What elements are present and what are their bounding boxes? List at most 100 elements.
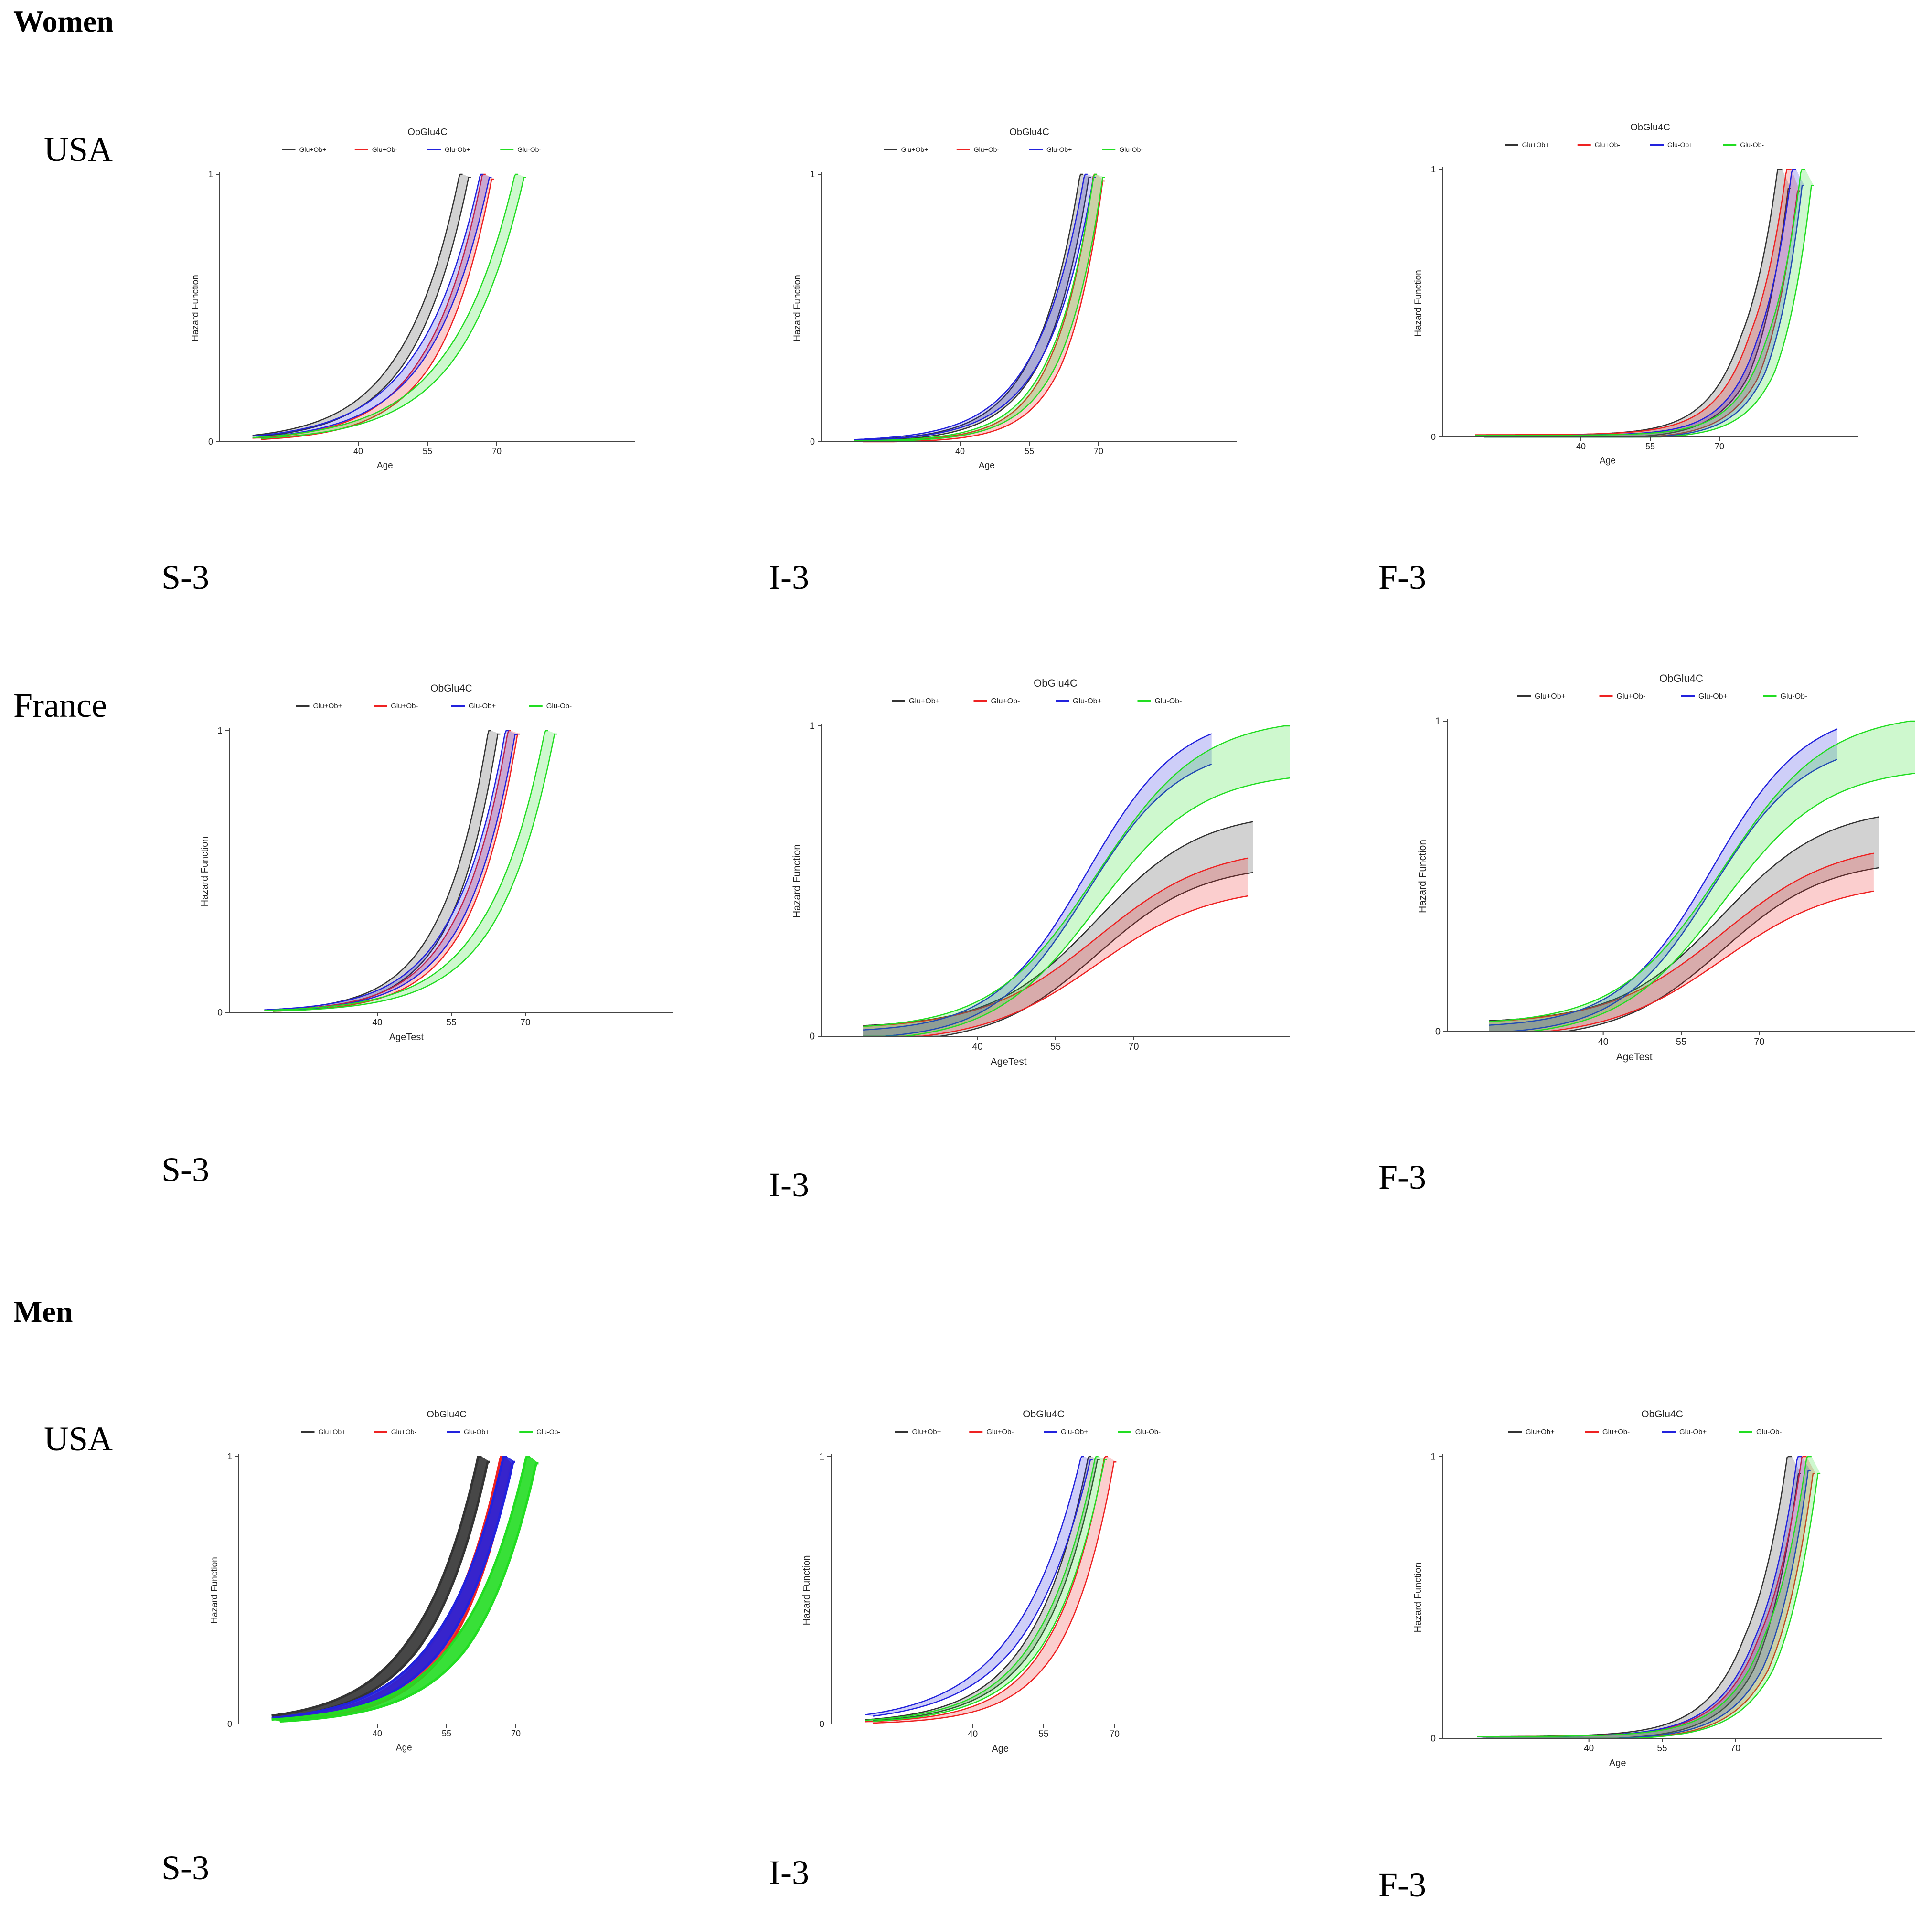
legend-label: Glu+Ob- <box>391 1428 417 1436</box>
chart-legend: Glu+Ob+ Glu+Ob- Glu-Ob+ Glu-Ob- <box>884 146 1143 153</box>
legend-label: Glu+Ob+ <box>901 146 929 153</box>
series-line <box>1489 728 1838 1026</box>
x-tick-label: 55 <box>1657 1744 1667 1754</box>
legend-label: Glu-Ob- <box>1155 697 1182 705</box>
chart-legend: Glu+Ob+ Glu+Ob- Glu-Ob+ Glu-Ob- <box>1505 141 1764 149</box>
legend-label: Glu+Ob+ <box>299 146 327 153</box>
legend-label: Glu-Ob- <box>1135 1428 1161 1436</box>
chart-men-usa-s3: ObGlu4C Glu+Ob+ Glu+Ob- Glu-Ob+ Glu-Ob- 40 55 7… <box>210 1409 654 1753</box>
y-tick-label: 0 <box>227 1719 232 1729</box>
series-band <box>863 734 1212 1036</box>
chart-legend: Glu+Ob+ Glu+Ob- Glu-Ob+ Glu-Ob- <box>296 702 572 710</box>
plot-area <box>264 730 557 1012</box>
series-line <box>271 1456 530 1721</box>
panel-label: S-3 <box>161 1150 210 1189</box>
chart-men-usa-i3: ObGlu4C Glu+Ob+ Glu+Ob- Glu-Ob+ Glu-Ob- 40 55 7… <box>801 1409 1256 1754</box>
series-line <box>854 173 1083 441</box>
series-line <box>1489 759 1838 1032</box>
chart-france-f3: ObGlu4C Glu+Ob+ Glu+Ob- Glu-Ob+ Glu-Ob- 40 55 7… <box>1417 672 1915 1063</box>
chart-france-s3: ObGlu4C Glu+Ob+ Glu+Ob- Glu-Ob+ Glu-Ob- 40 55 7… <box>200 683 673 1043</box>
chart-legend: Glu+Ob+ Glu+Ob- Glu-Ob+ Glu-Ob- <box>1517 692 1807 701</box>
x-tick-label: 70 <box>1754 1037 1764 1047</box>
legend-label: Glu-Ob- <box>1740 141 1764 149</box>
series-band <box>252 174 492 437</box>
series-band <box>863 858 1248 1036</box>
chart-women-usa-s3: ObGlu4C Glu+Ob+ Glu+Ob- Glu-Ob+ Glu-Ob- 40 55 7… <box>191 127 635 471</box>
series-line <box>1475 169 1805 436</box>
series-line <box>863 733 1212 1031</box>
series-line <box>863 177 1105 442</box>
chart-women-usa-f3: ObGlu4C Glu+Ob+ Glu+Ob- Glu-Ob+ Glu-Ob- 40 55 7… <box>1413 122 1858 466</box>
series-band <box>863 821 1253 1036</box>
legend-label: Glu+Ob- <box>986 1428 1014 1436</box>
series-band <box>1489 853 1874 1032</box>
y-tick-label: 0 <box>208 437 213 447</box>
x-tick-label: 70 <box>511 1729 521 1738</box>
legend-label: Glu-Ob- <box>1119 146 1143 153</box>
section-title-men: Men <box>13 1295 73 1329</box>
chart-title: ObGlu4C <box>1641 1409 1683 1420</box>
series-band <box>1489 817 1879 1032</box>
series-line <box>279 1462 539 1723</box>
legend-label: Glu-Ob+ <box>469 702 496 710</box>
panel-label: S-3 <box>161 1849 210 1887</box>
legend-label: Glu+Ob+ <box>313 702 342 710</box>
chart-title: ObGlu4C <box>407 127 447 138</box>
y-tick-label: 0 <box>217 1008 223 1018</box>
chart-women-usa-i3: ObGlu4C Glu+Ob+ Glu+Ob- Glu-Ob+ Glu-Ob- 40 55 7… <box>792 127 1237 471</box>
series-line <box>873 1459 1093 1717</box>
y-tick-label: 0 <box>1430 1734 1436 1744</box>
x-tick-label: 70 <box>520 1018 530 1028</box>
series-band <box>271 1457 490 1718</box>
y-tick-label: 0 <box>1431 432 1436 442</box>
legend-label: Glu+Ob- <box>1595 141 1621 149</box>
panel-label: F-3 <box>1378 1866 1427 1904</box>
panel-label: I-3 <box>769 1853 809 1892</box>
chart-legend: Glu+Ob+ Glu+Ob- Glu-Ob+ Glu-Ob- <box>892 697 1182 705</box>
legend-label: Glu-Ob+ <box>1073 697 1102 705</box>
x-axis-label: Age <box>1609 1758 1626 1768</box>
series-line <box>863 764 1212 1037</box>
series-line <box>252 173 463 436</box>
series-line <box>273 733 557 1012</box>
chart-legend: Glu+Ob+ Glu+Ob- Glu-Ob+ Glu-Ob- <box>1508 1428 1782 1436</box>
x-tick-label: 70 <box>1715 442 1724 451</box>
legend-label: Glu+Ob+ <box>1535 692 1566 701</box>
country-label-usa-women: USA <box>44 130 113 169</box>
x-tick-label: 40 <box>1584 1744 1594 1754</box>
y-axis-label: Hazard Function <box>200 837 210 907</box>
series-line <box>264 730 548 1011</box>
legend-label: Glu-Ob+ <box>1679 1428 1707 1436</box>
series-band <box>252 174 471 436</box>
plot-area <box>863 725 1290 1037</box>
legend-label: Glu+Ob+ <box>1522 141 1549 149</box>
y-axis-label: Hazard Function <box>210 1557 220 1623</box>
series-band <box>863 726 1290 1036</box>
x-axis-label: Age <box>1600 456 1616 466</box>
plot-area <box>271 1456 539 1723</box>
x-axis-label: Age <box>992 1744 1009 1754</box>
legend-label: Glu+Ob- <box>991 697 1020 705</box>
section-title-women: Women <box>13 4 114 38</box>
series-line <box>863 777 1290 1037</box>
legend-label: Glu+Ob- <box>974 146 1000 153</box>
legend-label: Glu-Ob+ <box>464 1428 489 1436</box>
x-tick-label: 55 <box>1050 1042 1061 1052</box>
series-line <box>865 1456 1108 1723</box>
legend-label: Glu-Ob- <box>517 146 541 153</box>
y-axis-label: Hazard Function <box>1413 1563 1423 1633</box>
series-band <box>1489 721 1915 1032</box>
legend-label: Glu-Ob- <box>1781 692 1808 701</box>
series-band <box>854 174 1096 440</box>
series-line <box>873 1459 1100 1722</box>
x-tick-label: 55 <box>446 1018 456 1028</box>
chart-title: ObGlu4C <box>1630 122 1670 133</box>
x-tick-label: 40 <box>373 1729 382 1738</box>
x-axis-label: AgeTest <box>1616 1052 1653 1063</box>
x-tick-label: 40 <box>353 447 363 456</box>
series-line <box>873 1461 1117 1724</box>
series-line <box>264 730 509 1011</box>
y-axis-label: Hazard Function <box>801 1555 812 1626</box>
chart-legend: Glu+Ob+ Glu+Ob- Glu-Ob+ Glu-Ob- <box>895 1428 1161 1436</box>
plot-area <box>252 173 526 440</box>
